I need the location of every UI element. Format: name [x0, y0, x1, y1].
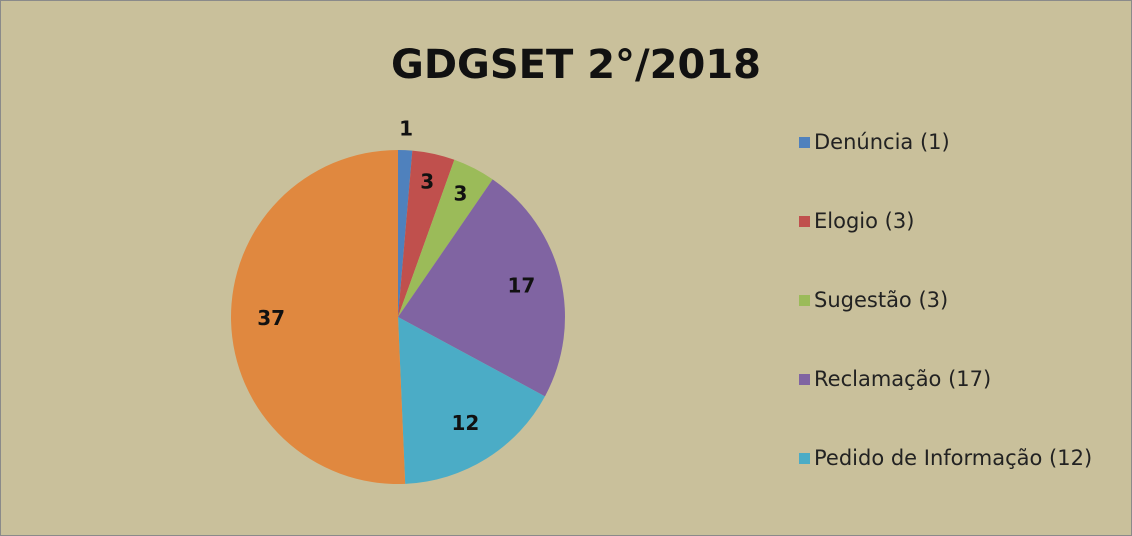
- pie-slice: [398, 150, 455, 317]
- chart-title: GDGSET 2°/2018: [391, 42, 761, 88]
- legend-label: Pedido de Informação (12): [814, 446, 1093, 470]
- legend-item: Reclamação (17): [799, 366, 1129, 445]
- legend-item: Elogio (3): [799, 208, 1129, 287]
- pie-slice: [398, 159, 493, 317]
- legend-label: Denúncia (1): [814, 130, 950, 154]
- legend-swatch: [799, 295, 810, 306]
- legend-label: Sugestão (3): [814, 288, 949, 312]
- legend: Denúncia (1) Elogio (3) Sugestão (3) Reclam…: [799, 129, 1129, 524]
- data-label: 37: [257, 306, 285, 330]
- legend-label: Reclamação (17): [814, 367, 992, 391]
- legend-item: Sugestão (3): [799, 287, 1129, 366]
- legend-swatch: [799, 137, 810, 148]
- data-label: 1: [399, 117, 413, 141]
- legend-swatch: [799, 453, 810, 464]
- legend-label: Elogio (3): [814, 209, 915, 233]
- legend-item: Pedido de Informação (12): [799, 445, 1129, 524]
- pie-slice: [398, 150, 413, 317]
- legend-swatch: [799, 374, 810, 385]
- legend-item: Denúncia (1): [799, 129, 1129, 208]
- pie-slice: [398, 179, 565, 397]
- pie-slice: [398, 317, 545, 484]
- data-label: 3: [420, 170, 434, 194]
- data-label: 17: [507, 274, 535, 298]
- data-label: 12: [451, 411, 479, 435]
- data-label: 3: [453, 182, 467, 206]
- pie-slice: [231, 150, 406, 484]
- legend-swatch: [799, 216, 810, 227]
